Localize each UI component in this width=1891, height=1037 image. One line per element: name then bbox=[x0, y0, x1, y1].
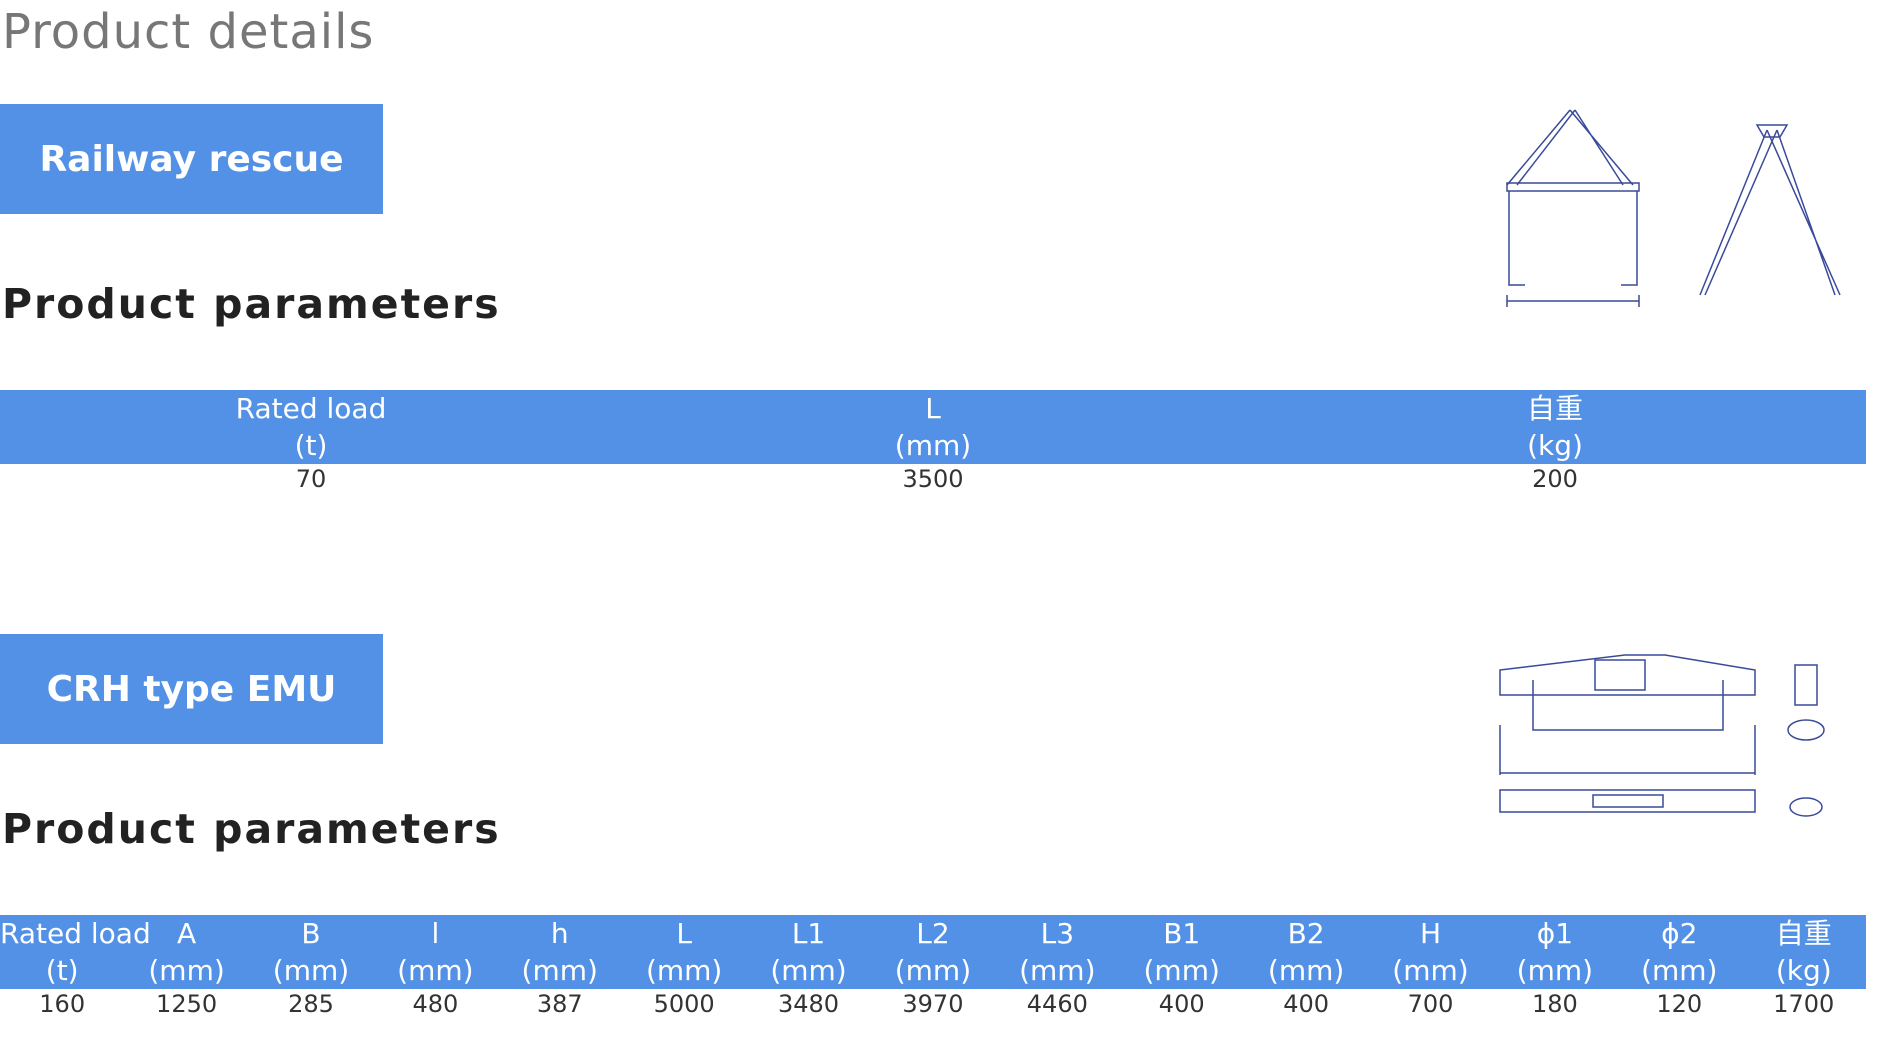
header-cell: 自重 (kg) bbox=[1244, 390, 1866, 464]
header-cell: L1 (mm) bbox=[746, 915, 871, 989]
product-drawing bbox=[1499, 654, 1825, 817]
column-name: H bbox=[1419, 917, 1442, 950]
params-table: Rated load (t) L (mm) 自重 (kg) 70 3500 200 bbox=[0, 390, 1866, 494]
column-name: L bbox=[925, 392, 941, 425]
data-cell: 387 bbox=[536, 990, 583, 1018]
page-title: Product details bbox=[2, 4, 375, 60]
column-unit: (mm) bbox=[770, 954, 847, 987]
product-drawing bbox=[1506, 109, 1841, 307]
data-cell: 400 bbox=[1283, 990, 1329, 1018]
header-cell: ϕ1 (mm) bbox=[1492, 915, 1618, 989]
header-cell: L (mm) bbox=[621, 915, 747, 989]
header-cell: B (mm) bbox=[248, 915, 374, 989]
column-name: l bbox=[431, 917, 440, 950]
column-name: ϕ2 bbox=[1661, 917, 1698, 950]
data-cell: 70 bbox=[295, 465, 327, 493]
data-cell: 400 bbox=[1158, 990, 1205, 1018]
data-cell: 180 bbox=[1531, 990, 1578, 1018]
column-name: 自重 bbox=[1526, 392, 1583, 425]
column-unit: (mm) bbox=[397, 954, 474, 987]
data-cell: 3480 bbox=[778, 990, 840, 1018]
params-table: Rated load (t) A (mm) B (mm) l (mm) h (mm) L (mm) L1… bbox=[0, 915, 1866, 1019]
column-name: L1 bbox=[791, 917, 826, 950]
column-unit: (kg) bbox=[1775, 954, 1832, 987]
data-cell: 5000 bbox=[653, 990, 715, 1018]
column-name: 自重 bbox=[1775, 917, 1832, 950]
header-cell: L (mm) bbox=[622, 390, 1244, 464]
data-cell: 1250 bbox=[156, 990, 218, 1018]
column-unit: (mm) bbox=[521, 954, 598, 987]
column-name: L3 bbox=[1040, 917, 1075, 950]
column-name: ϕ1 bbox=[1536, 917, 1574, 950]
column-name: A bbox=[177, 917, 197, 950]
data-cell: 3500 bbox=[902, 465, 964, 493]
header-cell: B1 (mm) bbox=[1119, 915, 1244, 989]
section-heading: Product parameters bbox=[2, 805, 501, 853]
column-name: L2 bbox=[916, 917, 950, 950]
header-cell: h (mm) bbox=[497, 915, 622, 989]
column-name: B2 bbox=[1287, 917, 1325, 950]
column-unit: (mm) bbox=[1392, 954, 1469, 987]
header-cell: ϕ2 (mm) bbox=[1617, 915, 1742, 989]
column-name: L bbox=[676, 917, 692, 950]
header-cell: 自重 (kg) bbox=[1741, 915, 1866, 989]
section-tab: CRH type EMU bbox=[0, 634, 383, 744]
column-unit: (mm) bbox=[1516, 954, 1594, 987]
header-cell: B2 (mm) bbox=[1243, 915, 1369, 989]
column-unit: (mm) bbox=[148, 954, 225, 987]
header-cell: L2 (mm) bbox=[870, 915, 996, 989]
header-cell: A (mm) bbox=[124, 915, 249, 989]
header-row: Rated load (t) A (mm) B (mm) l (mm) h (mm) L (mm) L1… bbox=[0, 915, 1866, 989]
section-heading: Product parameters bbox=[2, 280, 501, 328]
column-name: Rated load bbox=[235, 392, 387, 425]
header-row: Rated load (t) L (mm) 自重 (kg) bbox=[0, 390, 1866, 464]
header-cell: l (mm) bbox=[373, 915, 498, 989]
data-cell: 120 bbox=[1656, 990, 1703, 1018]
column-unit: (mm) bbox=[1641, 954, 1718, 987]
data-cell: 4460 bbox=[1026, 990, 1088, 1018]
column-unit: (t) bbox=[45, 954, 79, 987]
column-name: h bbox=[550, 917, 569, 950]
data-row: 160 1250 285 480 387 5000 3480 3970 4460 400 400 70… bbox=[0, 989, 1866, 1019]
column-unit: (mm) bbox=[894, 954, 972, 987]
column-unit: (mm) bbox=[1019, 954, 1096, 987]
data-cell: 480 bbox=[412, 990, 459, 1018]
data-cell: 700 bbox=[1407, 990, 1454, 1018]
column-name: Rated load bbox=[0, 917, 151, 950]
column-name: B1 bbox=[1163, 917, 1201, 950]
section-tab: Railway rescue bbox=[0, 104, 383, 214]
data-cell: 160 bbox=[39, 990, 86, 1018]
header-cell: L3 (mm) bbox=[995, 915, 1120, 989]
header-cell: Rated load (t) bbox=[0, 390, 622, 464]
data-cell: 1700 bbox=[1773, 990, 1835, 1018]
header-cell: Rated load (t) bbox=[0, 915, 151, 989]
column-unit: (kg) bbox=[1527, 429, 1583, 462]
header-cell: H (mm) bbox=[1368, 915, 1493, 989]
column-unit: (mm) bbox=[894, 429, 972, 462]
column-unit: (mm) bbox=[272, 954, 350, 987]
column-unit: (mm) bbox=[1143, 954, 1220, 987]
column-name: B bbox=[301, 917, 321, 950]
data-cell: 3970 bbox=[902, 990, 964, 1018]
column-unit: (mm) bbox=[645, 954, 723, 987]
column-unit: (t) bbox=[294, 429, 328, 462]
data-cell: 200 bbox=[1532, 465, 1578, 493]
column-unit: (mm) bbox=[1267, 954, 1345, 987]
data-row: 70 3500 200 bbox=[0, 464, 1866, 494]
data-cell: 285 bbox=[288, 990, 334, 1018]
